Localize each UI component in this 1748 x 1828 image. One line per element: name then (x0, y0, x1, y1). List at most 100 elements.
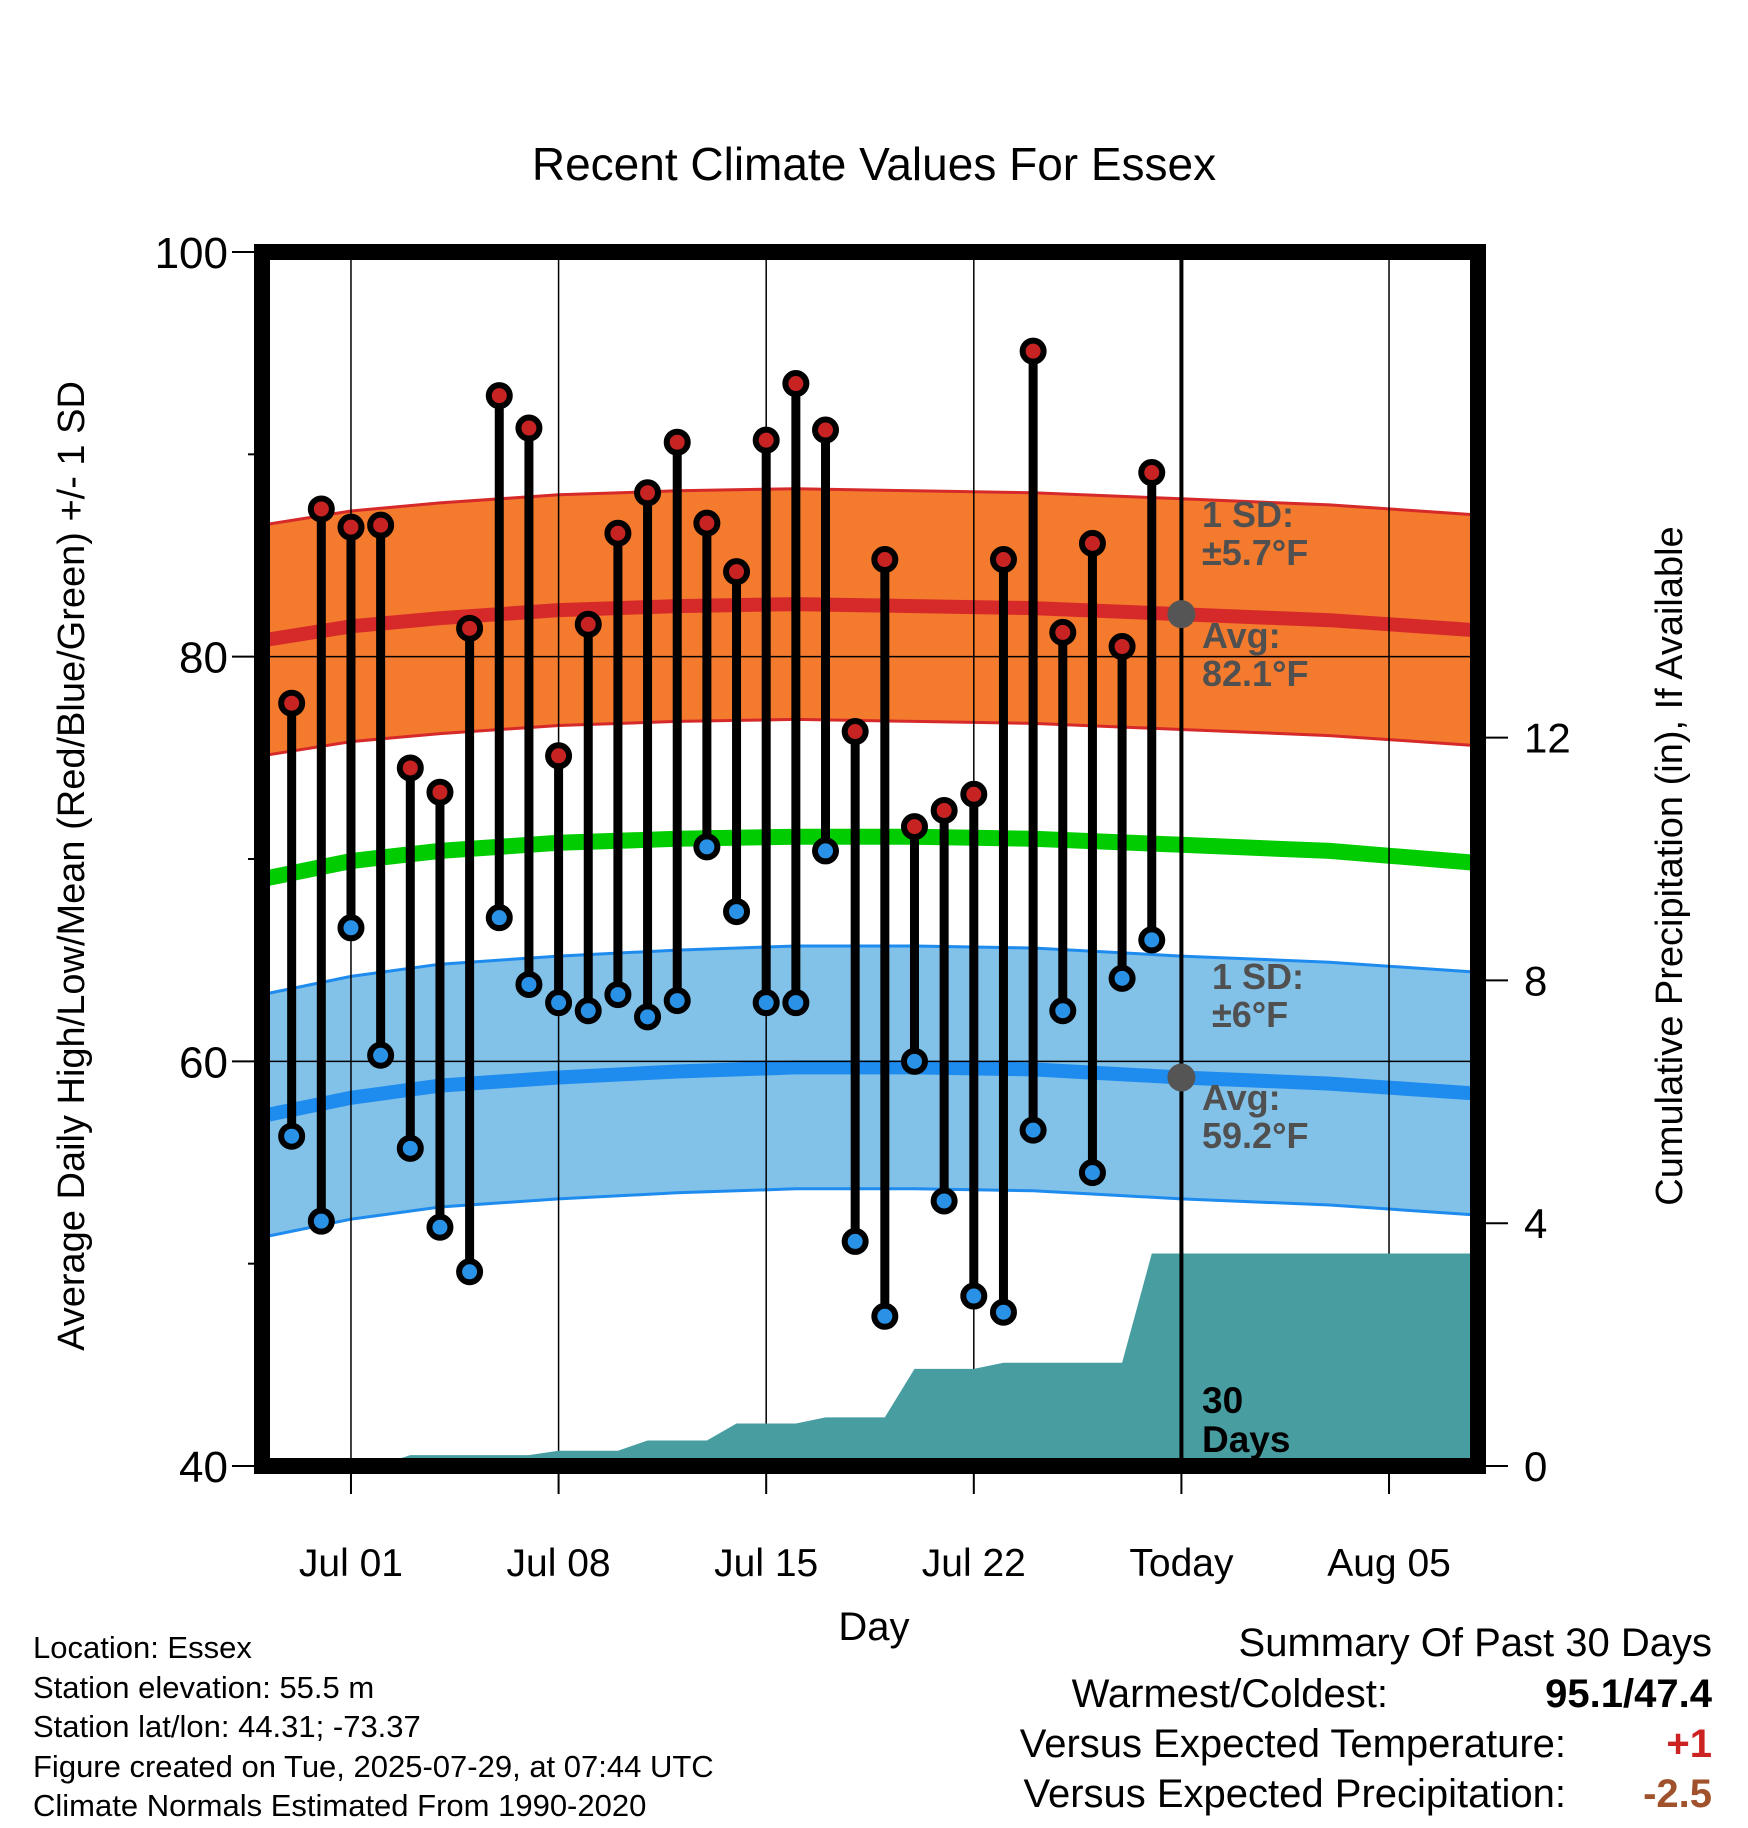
summary-warm-cold-label: Warmest/Coldest: (1071, 1672, 1388, 1716)
daily-high-point (1138, 459, 1166, 487)
daily-low-point (426, 1213, 454, 1241)
daily-high-point (960, 780, 988, 808)
daily-low-point (871, 1302, 899, 1330)
low-sd-label-line: 1 SD: (1212, 956, 1304, 997)
daily-low-point (782, 989, 810, 1017)
daily-low-point (960, 1282, 988, 1310)
daily-low-point (367, 1041, 395, 1069)
daily-low-point (1019, 1116, 1047, 1144)
daily-high-point (812, 416, 840, 444)
daily-high-point (426, 778, 454, 806)
daily-high-point (723, 558, 751, 586)
y2-tick-label: 4 (1524, 1200, 1547, 1247)
daily-low-point (278, 1122, 306, 1150)
summary-title: Summary Of Past 30 Days (1238, 1621, 1712, 1665)
daily-high-point (782, 370, 810, 398)
daily-high-point (1019, 337, 1047, 365)
daily-low-point (485, 904, 513, 932)
precip-area (262, 1253, 1478, 1466)
daily-high-point (1108, 633, 1136, 661)
low-sd-label: 1 SD: ±6°F (1212, 956, 1304, 1035)
daily-low-point (930, 1187, 958, 1215)
daily-low-point (604, 981, 632, 1009)
daily-low-point (307, 1207, 335, 1235)
daily-high-point (396, 754, 424, 782)
x-tick-label: Jul 01 (299, 1542, 403, 1585)
daily-low-point (1078, 1159, 1106, 1187)
daily-low-point (456, 1258, 484, 1286)
daily-low-point (723, 898, 751, 926)
info-location: Location: Essex (33, 1630, 252, 1665)
daily-low-point (663, 987, 691, 1015)
summary-precip-value: -2.5 (1643, 1772, 1712, 1816)
summary-temp-label: Versus Expected Temperature: (1019, 1722, 1566, 1766)
daily-high-point (574, 610, 602, 638)
daily-low-point (752, 989, 780, 1017)
y-tick-label: 100 (155, 229, 228, 278)
x-tick-label: Aug 05 (1327, 1542, 1451, 1585)
info-created: Figure created on Tue, 2025-07-29, at 07… (33, 1749, 714, 1784)
y-axis-label: Average Daily High/Low/Mean (Red/Blue/Gr… (51, 381, 93, 1351)
daily-low-point (841, 1227, 869, 1255)
daily-high-point (278, 689, 306, 717)
daily-low-point (337, 914, 365, 942)
daily-high-point (485, 382, 513, 410)
daily-high-point (900, 813, 928, 841)
y2-tick-label: 12 (1524, 715, 1571, 762)
daily-low-point (1138, 926, 1166, 954)
normal-low-band (262, 946, 1478, 1238)
daily-low-point (574, 997, 602, 1025)
normal-high-band (262, 488, 1478, 756)
y2-axis-label: Cumulative Precipitation (in), If Availa… (1649, 526, 1691, 1205)
precip-days-label-line: Days (1202, 1419, 1290, 1460)
high-sd-label: 1 SD: ±5.7°F (1202, 494, 1308, 573)
daily-low-point (900, 1047, 928, 1075)
daily-low-point (515, 970, 543, 998)
summary-warm-cold-value: 95.1/47.4 (1545, 1672, 1712, 1716)
daily-high-point (989, 546, 1017, 574)
y-tick-label: 60 (179, 1038, 228, 1087)
info-latlon: Station lat/lon: 44.31; -73.37 (33, 1709, 421, 1744)
y-tick-label: 80 (179, 634, 228, 683)
daily-high-point (604, 519, 632, 547)
daily-high-point (634, 479, 662, 507)
daily-high-point (752, 426, 780, 454)
x-tick-label: Jul 08 (507, 1542, 611, 1585)
precip-days-label-line: 30 (1202, 1380, 1243, 1421)
low-avg-label-line: Avg: (1202, 1077, 1281, 1118)
chart-title: Recent Climate Values For Essex (532, 138, 1216, 190)
daily-low-point (989, 1298, 1017, 1326)
x-tick-label: Jul 15 (714, 1542, 818, 1585)
daily-high-point (871, 546, 899, 574)
y2-tick-label: 8 (1524, 957, 1547, 1004)
daily-low-point (1108, 964, 1136, 992)
summary-precip-label: Versus Expected Precipitation: (1023, 1772, 1566, 1816)
daily-high-point (367, 511, 395, 539)
high-avg-label-line: Avg: (1202, 615, 1281, 656)
daily-high-point (693, 509, 721, 537)
daily-high-point (456, 614, 484, 642)
precip-days-label: 30 Days (1202, 1380, 1290, 1460)
daily-low-point (812, 837, 840, 865)
x-tick-label: Jul 22 (922, 1542, 1026, 1585)
info-normals: Climate Normals Estimated From 1990-2020 (33, 1788, 647, 1823)
daily-high-point (1078, 529, 1106, 557)
daily-high-point (930, 796, 958, 824)
daily-low-point (545, 989, 573, 1017)
daily-high-point (307, 495, 335, 523)
low-avg-label: Avg: 59.2°F (1202, 1077, 1308, 1156)
high-avg-label-line: 82.1°F (1202, 653, 1308, 694)
y2-tick-label: 0 (1524, 1443, 1547, 1490)
y-tick-label: 40 (179, 1443, 228, 1492)
summary-temp-value: +1 (1666, 1722, 1712, 1766)
normal-low-band-lower-edge (261, 1187, 1479, 1239)
high-avg-label: Avg: 82.1°F (1202, 615, 1308, 694)
daily-high-point (515, 414, 543, 442)
x-axis-label: Day (838, 1605, 909, 1649)
high-sd-label-line: ±5.7°F (1202, 532, 1308, 573)
today-high-avg-marker (1167, 600, 1196, 629)
daily-high-point (545, 742, 573, 770)
info-elevation: Station elevation: 55.5 m (33, 1670, 375, 1705)
daily-high-point (841, 718, 869, 746)
